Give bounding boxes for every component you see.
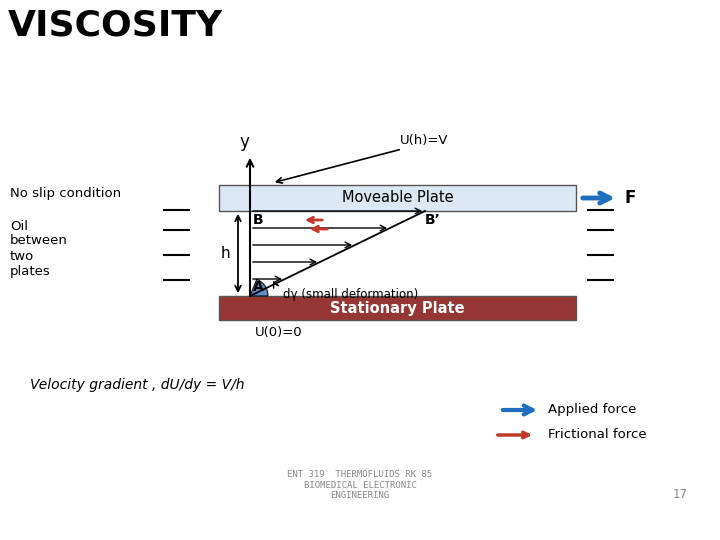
Text: Stationary Plate: Stationary Plate <box>330 300 465 315</box>
Text: Velocity gradient , dU/dy = V/h: Velocity gradient , dU/dy = V/h <box>30 378 245 392</box>
Text: Oil
between
two
plates: Oil between two plates <box>10 219 68 278</box>
Text: U(h)=V: U(h)=V <box>400 134 449 147</box>
Text: Moveable Plate: Moveable Plate <box>342 191 454 206</box>
Text: B: B <box>253 213 264 227</box>
Text: 17: 17 <box>672 489 688 502</box>
Text: No slip condition: No slip condition <box>10 187 121 200</box>
Text: dγ (small deformation): dγ (small deformation) <box>283 288 418 301</box>
Text: y: y <box>239 133 249 151</box>
Text: Frictional force: Frictional force <box>548 429 647 442</box>
Text: h: h <box>220 246 230 261</box>
Wedge shape <box>250 279 268 296</box>
Text: VISCOSITY: VISCOSITY <box>8 8 223 42</box>
Text: A: A <box>253 280 264 294</box>
Bar <box>219 296 576 320</box>
Text: Applied force: Applied force <box>548 403 636 416</box>
Text: U(0)=0: U(0)=0 <box>255 326 302 339</box>
Text: F: F <box>624 189 635 207</box>
Text: B’: B’ <box>425 213 441 227</box>
Text: ENT 319  THERMOFLUIDS RK 85
BIOMEDICAL ELECTRONIC
ENGINEERING: ENT 319 THERMOFLUIDS RK 85 BIOMEDICAL EL… <box>287 470 433 500</box>
Bar <box>219 185 576 211</box>
